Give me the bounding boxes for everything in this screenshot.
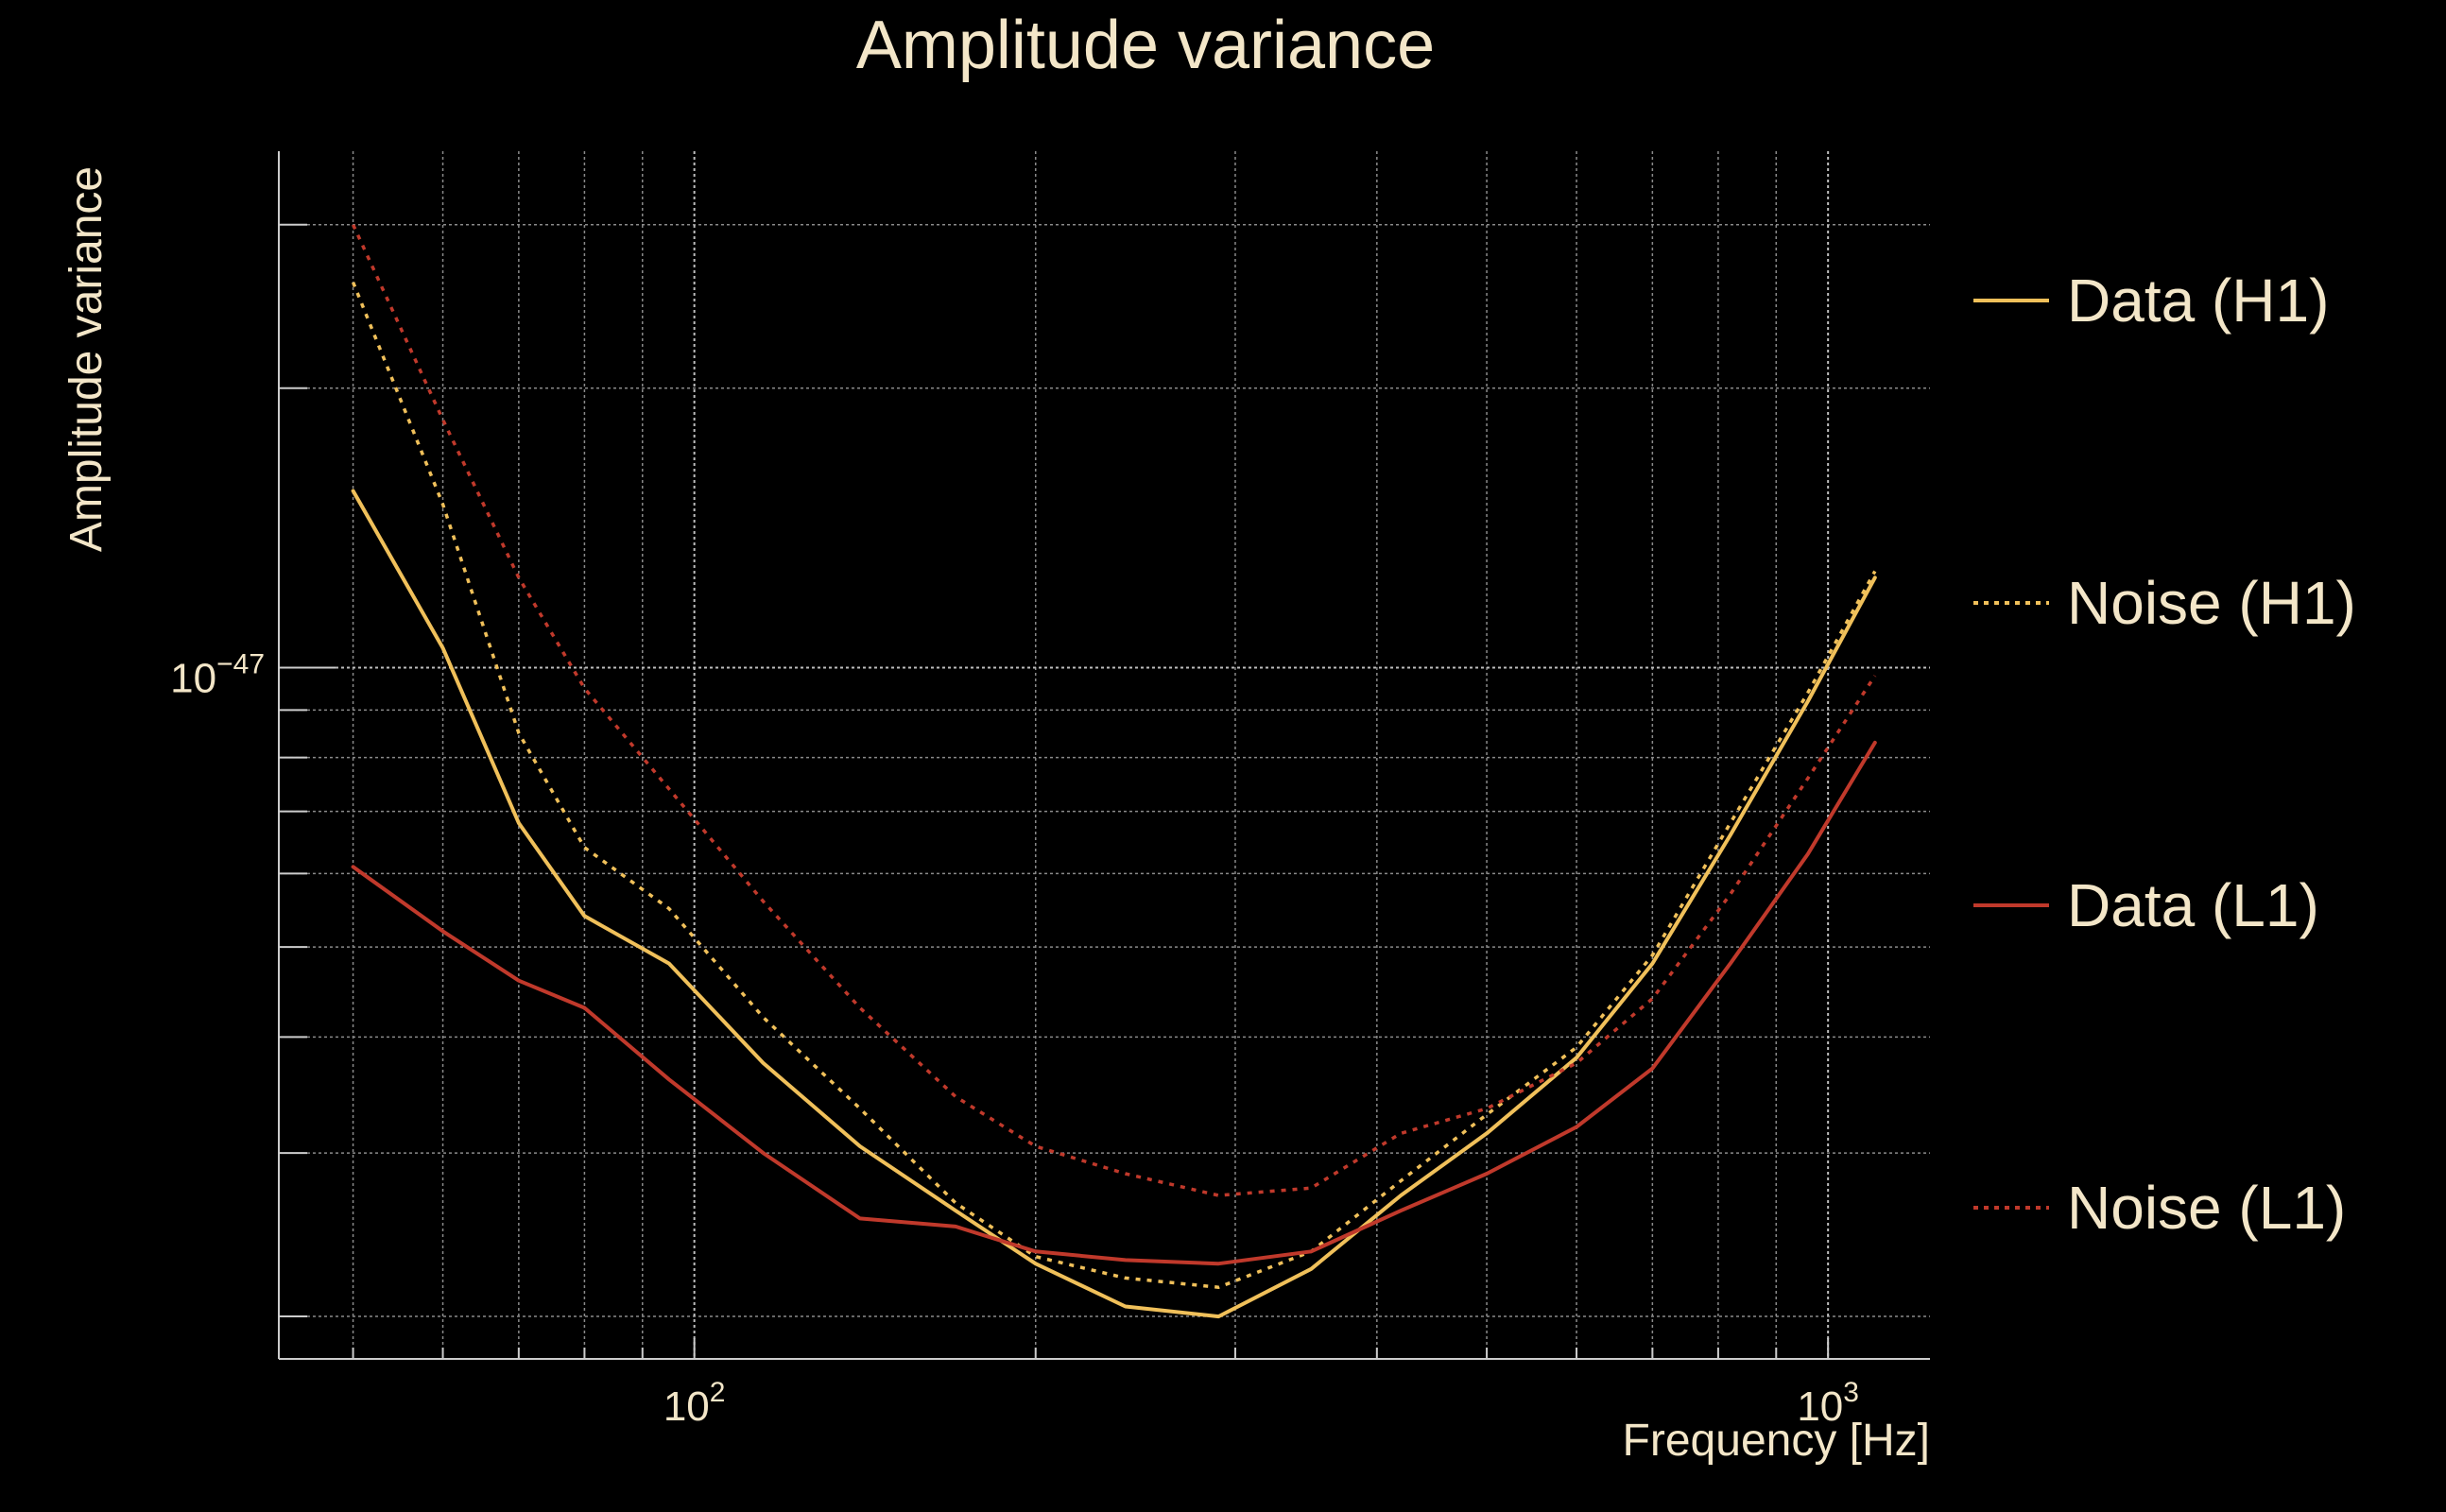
y-tick-label: 10−47 [170, 648, 265, 701]
y-axis-label: Amplitude variance [61, 166, 112, 552]
legend-label-3: Data (L1) [2067, 871, 2319, 939]
tick-labels: 102 103 10−47 [170, 648, 1859, 1430]
legend-label-1: Data (H1) [2067, 266, 2329, 335]
plot-series [351, 224, 1877, 1319]
series-line-2 [351, 282, 1877, 1289]
x-tick-label: 103 [1797, 1377, 1859, 1430]
x-axis-label: Frequency [Hz] [1623, 1416, 1930, 1466]
series-line-1 [351, 489, 1877, 1319]
chart-title: Amplitude variance [856, 8, 1435, 83]
axes [278, 151, 1930, 1360]
series-line-4 [352, 224, 1877, 1197]
series-line-3 [351, 740, 1877, 1266]
legend-label-2: Noise (H1) [2067, 569, 2356, 637]
legend: Data (H1) Noise (H1) Data (L1) Noise (L1) [1973, 266, 2356, 1242]
legend-label-4: Noise (L1) [2067, 1174, 2346, 1242]
x-tick-label: 102 [663, 1377, 726, 1430]
major-gridlines [279, 151, 1930, 1359]
